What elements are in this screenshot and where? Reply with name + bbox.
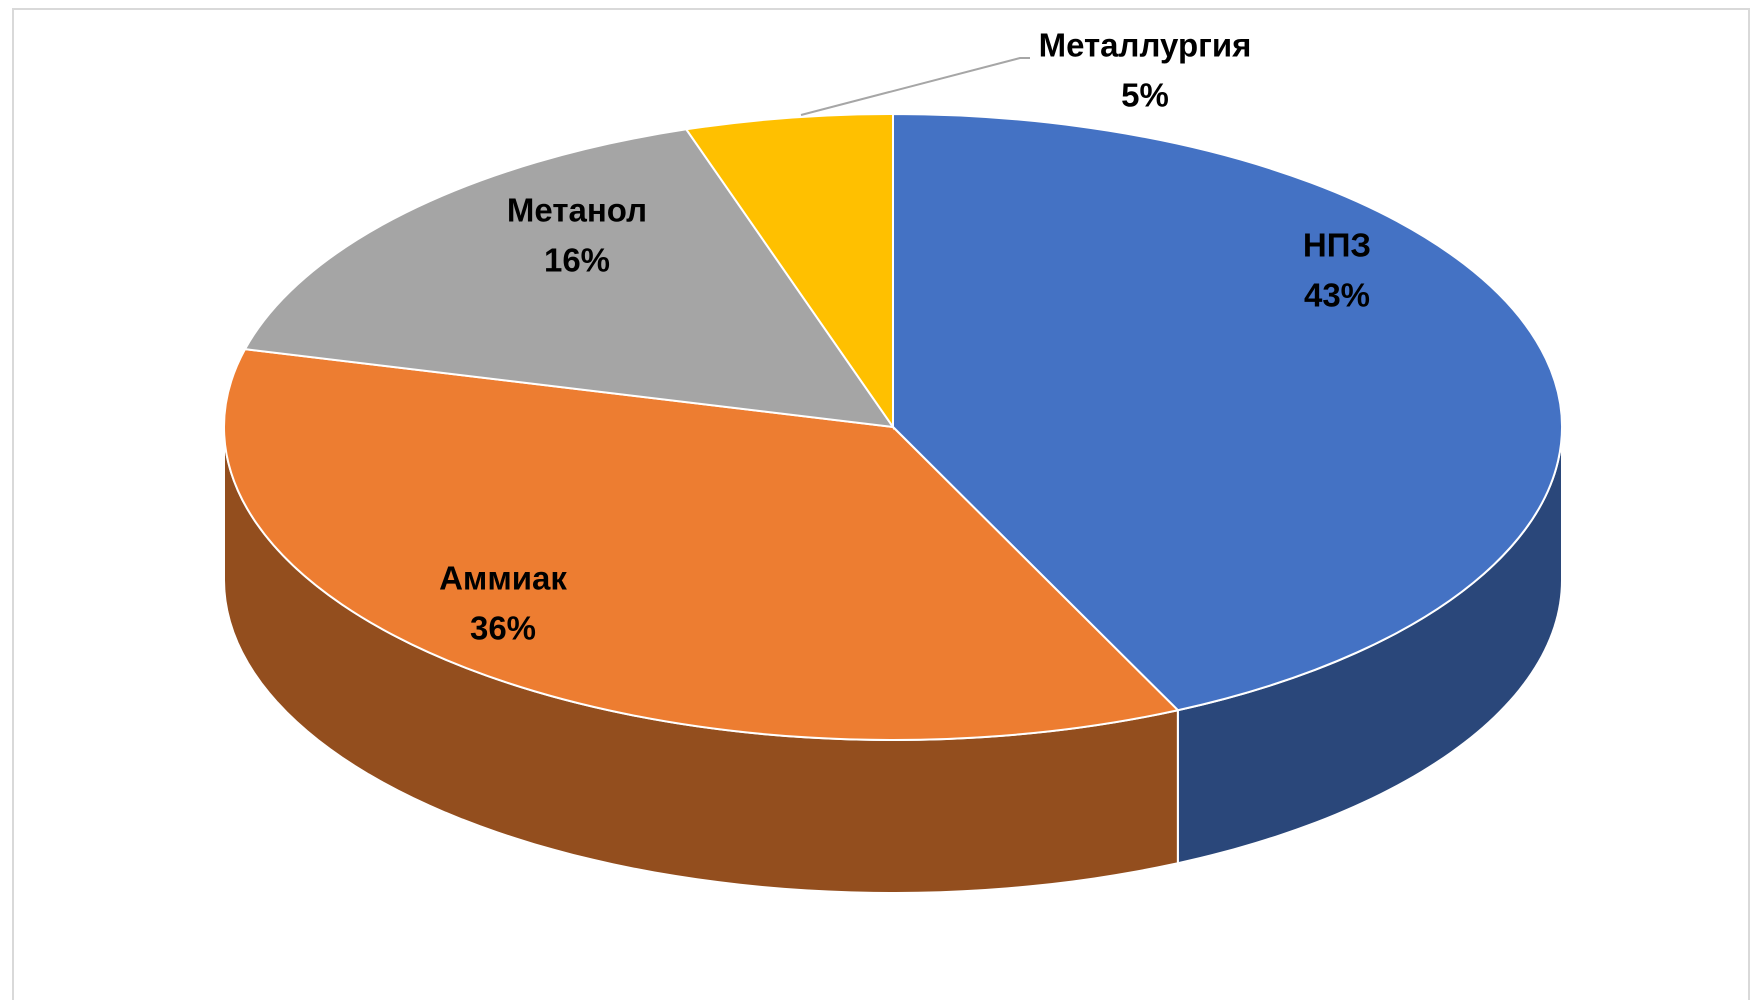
- pie-slice: [223, 348, 1180, 741]
- slice-category: НПЗ: [1303, 227, 1371, 264]
- data-labels: НПЗ 43% Аммиак 36% Метанол 16% Металлургия 5%: [439, 27, 1371, 647]
- slice-value-label: 43%: [1304, 277, 1370, 314]
- leader-line: [800, 57, 1030, 116]
- slice-category: Металлургия: [1039, 27, 1252, 64]
- pie-slice: [892, 112, 1563, 712]
- slice-value-label: 5%: [1121, 77, 1169, 114]
- pie-tops: [223, 112, 1563, 741]
- pie-slice: [684, 112, 894, 431]
- slice-category: Метанол: [507, 192, 647, 229]
- slice-value-label: 16%: [544, 242, 610, 279]
- slice-category: Аммиак: [439, 560, 567, 597]
- pie-slice: [243, 128, 896, 429]
- slice-value-label: 36%: [470, 610, 536, 647]
